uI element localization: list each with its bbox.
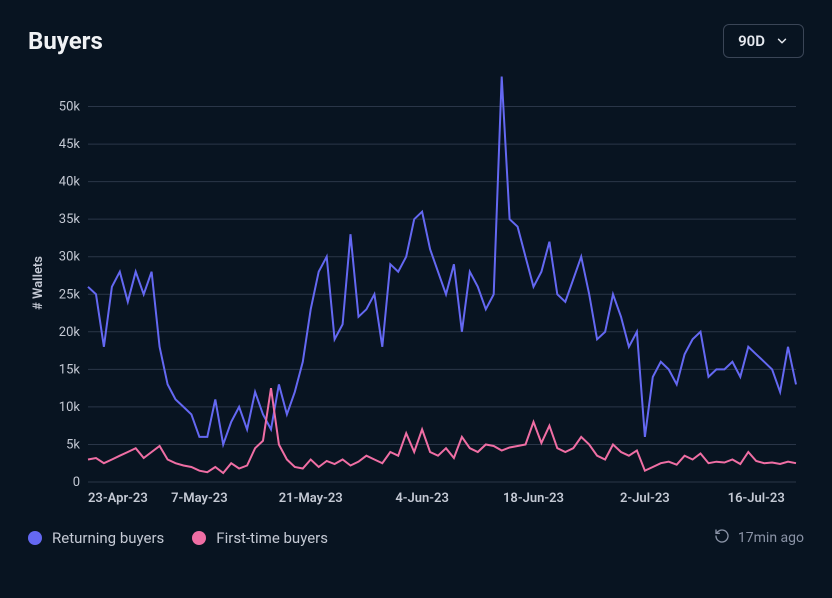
- svg-text:2-Jul-23: 2-Jul-23: [620, 491, 670, 506]
- legend-label-returning: Returning buyers: [52, 529, 164, 547]
- chart-card: Buyers 90D 0 5k 10k 15k 20k 25k 30k 35k 40k 45k 50…: [0, 0, 832, 598]
- chart-title: Buyers: [28, 27, 103, 55]
- timestamp-label: 17min ago: [738, 530, 804, 546]
- svg-text:45k: 45k: [59, 137, 81, 152]
- range-selector[interactable]: 90D: [723, 24, 804, 58]
- svg-text:15k: 15k: [59, 362, 81, 377]
- chevron-down-icon: [775, 34, 789, 48]
- svg-text:20k: 20k: [59, 325, 81, 340]
- svg-text:10k: 10k: [59, 400, 81, 415]
- refresh-icon: [714, 528, 730, 548]
- svg-text:# Wallets: # Wallets: [31, 256, 46, 310]
- svg-text:5k: 5k: [66, 437, 80, 452]
- legend-item-firsttime: First-time buyers: [192, 529, 328, 547]
- svg-text:7-May-23: 7-May-23: [171, 491, 228, 506]
- card-footer: Returning buyers First-time buyers 17min…: [28, 528, 804, 548]
- svg-text:4-Jun-23: 4-Jun-23: [395, 491, 449, 506]
- svg-text:16-Jul-23: 16-Jul-23: [728, 491, 785, 506]
- svg-text:35k: 35k: [59, 212, 81, 227]
- svg-text:30k: 30k: [59, 250, 81, 265]
- legend-item-returning: Returning buyers: [28, 529, 164, 547]
- svg-text:40k: 40k: [59, 175, 81, 190]
- line-chart: 0 5k 10k 15k 20k 25k 30k 35k 40k 45k 50k # Wallets 2…: [28, 74, 804, 514]
- svg-text:21-May-23: 21-May-23: [279, 491, 343, 506]
- legend: Returning buyers First-time buyers: [28, 529, 328, 547]
- range-label: 90D: [738, 32, 765, 50]
- svg-text:18-Jun-23: 18-Jun-23: [503, 491, 564, 506]
- chart-area: 0 5k 10k 15k 20k 25k 30k 35k 40k 45k 50k # Wallets 2…: [28, 74, 804, 514]
- svg-text:50k: 50k: [59, 100, 81, 115]
- legend-dot-firsttime: [192, 531, 206, 545]
- timestamp: 17min ago: [714, 528, 804, 548]
- legend-label-firsttime: First-time buyers: [216, 529, 328, 547]
- svg-text:0: 0: [73, 475, 80, 490]
- svg-text:23-Apr-23: 23-Apr-23: [88, 491, 148, 506]
- legend-dot-returning: [28, 531, 42, 545]
- card-header: Buyers 90D: [28, 24, 804, 58]
- svg-text:25k: 25k: [59, 287, 81, 302]
